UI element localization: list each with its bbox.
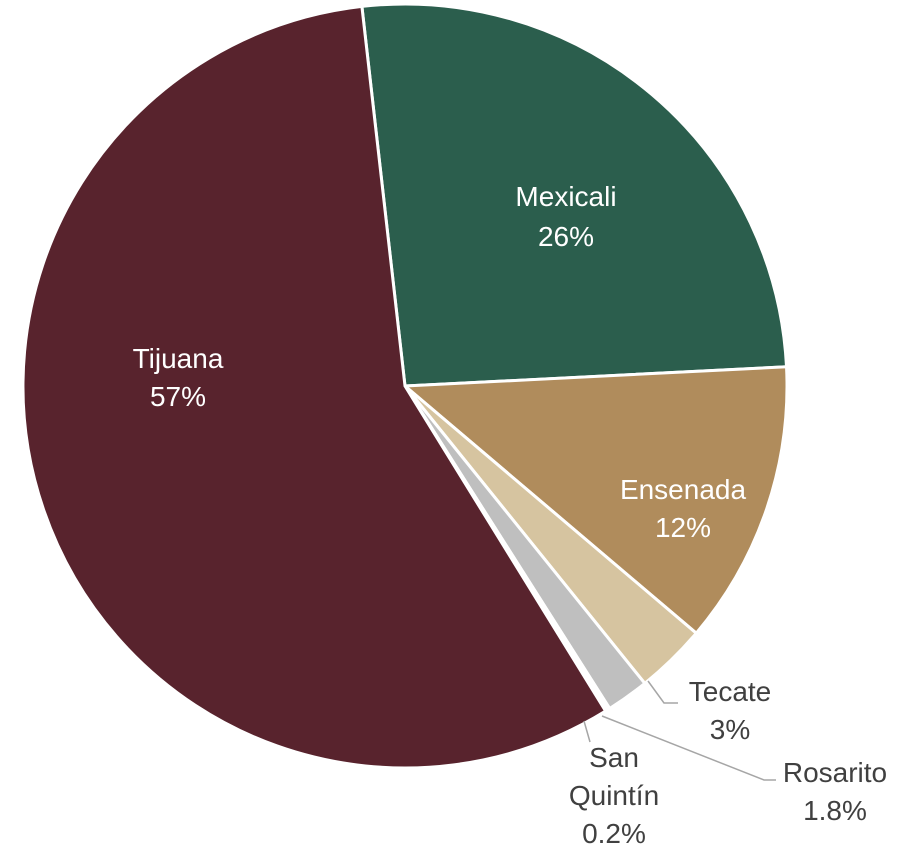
pie-slices: [21, 2, 789, 770]
slice-label-tecate-value: 3%: [710, 714, 750, 745]
slice-label-tecate-name: Tecate: [689, 676, 772, 707]
slice-label-ensenada-name: Ensenada: [620, 474, 747, 505]
slice-label-rosarito-name: Rosarito: [783, 757, 887, 788]
slice-label-san-quintin-name-line1: San: [589, 742, 639, 773]
slice-labels: Mexicali 26% Ensenada 12% Tecate 3% Rosa…: [133, 181, 888, 848]
leader-line-rosarito: [601, 715, 776, 781]
leader-line-tecate: [647, 680, 678, 704]
slice-label-tijuana-value: 57%: [150, 381, 206, 412]
slice-label-ensenada-value: 12%: [655, 512, 711, 543]
slice-label-san-quintin-value: 0.2%: [582, 818, 646, 848]
slice-label-mexicali-value: 26%: [538, 221, 594, 252]
pie-slice-ensenada: [401, 365, 789, 636]
leader-lines: [583, 680, 776, 781]
slice-label-tijuana-name: Tijuana: [133, 343, 224, 374]
slice-label-mexicali-name: Mexicali: [515, 181, 616, 212]
leader-line-san-quint-n: [583, 720, 591, 743]
slice-label-san-quintin-name-line2: Quintín: [569, 780, 659, 811]
slice-label-rosarito-value: 1.8%: [803, 795, 867, 826]
pie-slice-mexicali: [360, 2, 789, 388]
pie-slice-tijuana: [21, 4, 608, 770]
